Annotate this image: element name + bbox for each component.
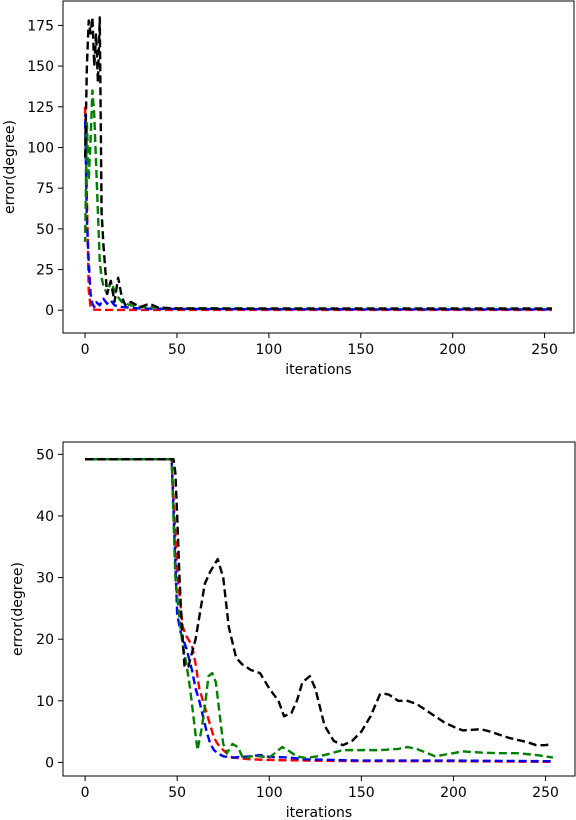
- x-axis-label: iterations: [285, 362, 351, 378]
- x-tick-label: 250: [532, 785, 559, 801]
- x-tick-label: 50: [168, 342, 186, 358]
- series-line-0: [83, 106, 552, 312]
- series-line-0: [85, 458, 553, 764]
- x-tick-label: 150: [348, 785, 375, 801]
- x-tick-label: 150: [347, 342, 374, 358]
- x-tick-label: 200: [439, 342, 466, 358]
- series-line-1: [85, 458, 553, 763]
- y-tick-label: 50: [36, 222, 54, 238]
- y-tick-label: 30: [36, 571, 54, 587]
- x-tick-label: 50: [168, 785, 186, 801]
- x-tick-label: 200: [440, 785, 467, 801]
- y-tick-label: 125: [27, 100, 54, 116]
- series-line-2: [83, 89, 552, 310]
- series-group: [83, 16, 552, 312]
- plot-area-frame: [62, 441, 576, 777]
- y-tick-label: 150: [27, 59, 54, 75]
- y-tick-label: 175: [27, 18, 54, 34]
- chart-bottom: 0 50 100 150 200 250 0 10 20 30 40 50 iterations erro…: [10, 441, 576, 820]
- y-tick-label: 20: [36, 632, 54, 648]
- y-axis-label: error(degree): [2, 120, 18, 214]
- series-line-1: [83, 114, 552, 311]
- plot-area-frame: [62, 0, 575, 334]
- series-group: [85, 458, 554, 764]
- series-line-2: [85, 458, 554, 761]
- x-axis-label: iterations: [286, 805, 352, 820]
- y-tick-label: 0: [45, 303, 54, 319]
- series-line-3: [83, 16, 552, 310]
- y-tick-label: 50: [36, 447, 54, 463]
- x-tick-label: 0: [81, 785, 90, 801]
- chart-top: 0 50 100 150 200 250 0 25 50 75 100 125 150 175 iterat…: [2, 0, 575, 378]
- series-line-3: [85, 458, 552, 747]
- y-tick-label: 0: [45, 755, 54, 771]
- y-tick-label: 25: [36, 263, 54, 279]
- x-tick-label: 0: [81, 342, 90, 358]
- y-tick-label: 40: [36, 509, 54, 525]
- y-tick-label: 10: [36, 694, 54, 710]
- x-tick-label: 100: [256, 785, 283, 801]
- x-tick-label: 100: [256, 342, 283, 358]
- y-axis-label: error(degree): [10, 562, 26, 656]
- y-tick-label: 75: [36, 181, 54, 197]
- x-tick-label: 250: [531, 342, 558, 358]
- y-tick-label: 100: [27, 140, 54, 156]
